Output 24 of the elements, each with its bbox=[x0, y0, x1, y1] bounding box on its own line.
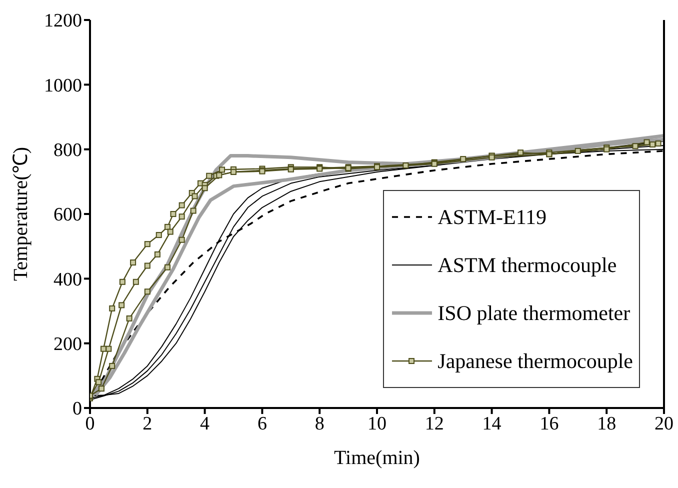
legend-label: ISO plate thermometer bbox=[438, 300, 630, 326]
y-tick-label: 600 bbox=[54, 204, 82, 226]
x-tick-label: 12 bbox=[424, 413, 444, 434]
y-tick-label: 1000 bbox=[44, 75, 82, 96]
legend-label: ASTM thermocouple bbox=[438, 252, 617, 278]
x-tick-label: 4 bbox=[200, 413, 210, 434]
x-tick-label: 16 bbox=[540, 413, 559, 434]
legend-label: Japanese thermocouple bbox=[438, 348, 633, 374]
x-tick-label: 0 bbox=[85, 413, 95, 434]
x-tick-label: 8 bbox=[314, 413, 324, 434]
x-tick-label: 2 bbox=[142, 413, 152, 434]
x-tick-label: 14 bbox=[482, 413, 502, 434]
x-tick-label: 10 bbox=[368, 413, 386, 434]
legend-label: ASTM-E119 bbox=[438, 204, 547, 230]
y-tick-label: 200 bbox=[54, 334, 82, 356]
y-tick-label: 400 bbox=[54, 269, 82, 290]
y-tick-label: 1200 bbox=[44, 10, 82, 32]
x-tick-label: 20 bbox=[654, 413, 674, 434]
x-axis-title: Time(min) bbox=[334, 447, 420, 469]
y-tick-label: 0 bbox=[72, 398, 82, 420]
x-tick-label: 18 bbox=[597, 413, 616, 434]
x-tick-label: 6 bbox=[257, 413, 267, 434]
y-tick-label: 800 bbox=[54, 140, 82, 162]
y-axis-title: Temperature(℃) bbox=[10, 146, 32, 282]
